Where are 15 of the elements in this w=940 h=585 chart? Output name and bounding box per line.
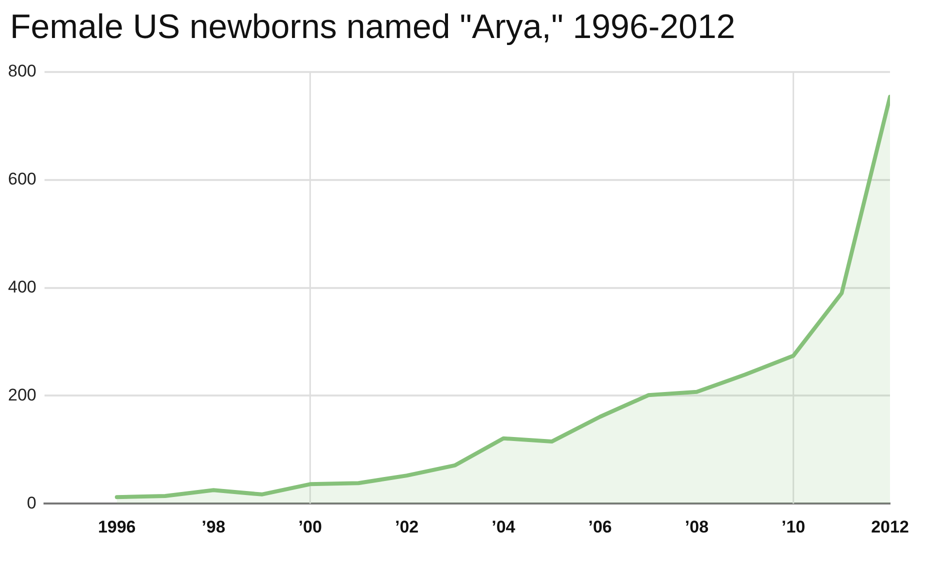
x-tick-label: ’10 [782, 517, 806, 536]
x-tick-label: 2012 [871, 517, 909, 536]
x-tick-label: ’02 [394, 517, 419, 536]
x-tick-label: ’08 [684, 517, 709, 536]
y-tick-label: 400 [8, 277, 36, 296]
x-tick-label: ’06 [588, 517, 612, 536]
chart-title: Female US newborns named "Arya," 1996-2012 [9, 7, 736, 48]
y-tick-label: 200 [8, 385, 36, 404]
x-tick-label: 1996 [98, 517, 136, 536]
x-tick-label: ’98 [202, 517, 226, 536]
x-tick-label: ’04 [492, 517, 516, 536]
y-tick-label: 600 [8, 170, 36, 189]
x-tick-label: ’00 [298, 517, 322, 536]
y-tick-label: 800 [8, 62, 36, 81]
y-tick-label: 0 [26, 493, 36, 512]
